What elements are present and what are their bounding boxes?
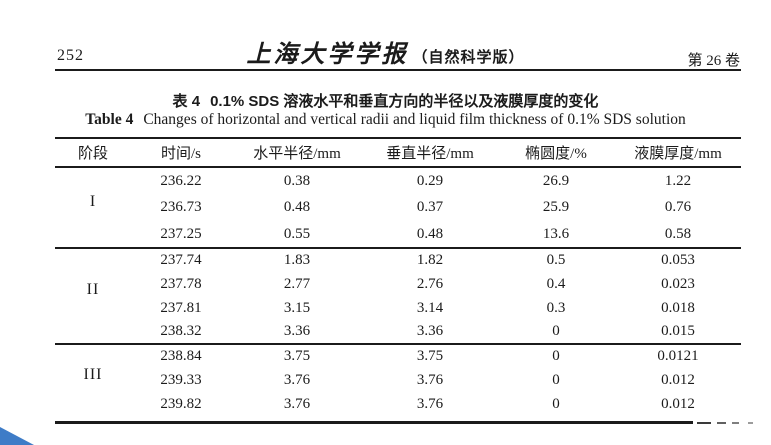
data-cell: 237.25 bbox=[160, 225, 202, 242]
data-cell: 0.48 bbox=[416, 225, 444, 242]
table-header-row: 阶段 时间/s 水平半径/mm 垂直半径/mm 椭圆度/% 液膜厚度/mm bbox=[55, 137, 741, 168]
volume-label: 第 26 卷 bbox=[687, 53, 740, 69]
data-cell: 1.82 bbox=[363, 247, 497, 272]
data-cell: 3.76 bbox=[283, 395, 311, 412]
data-cell: 237.78 bbox=[160, 275, 202, 292]
table-body: I 236.22 0.38 0.29 26.9 1.22 236.73 0.48 0.37 25.… bbox=[55, 167, 741, 416]
data-cell: 26.9 bbox=[542, 172, 570, 189]
data-cell: 0.58 bbox=[664, 225, 692, 242]
stage-cell: III bbox=[55, 343, 131, 416]
data-cell: 0.48 bbox=[283, 199, 311, 215]
data-cell: 238.32 bbox=[160, 323, 202, 339]
data-cell: 1.83 bbox=[231, 247, 363, 272]
data-cell: 0.018 bbox=[661, 299, 695, 316]
data-cell: 0.053 bbox=[615, 247, 741, 272]
data-cell: 237.74 bbox=[131, 247, 231, 272]
data-cell: 239.82 bbox=[160, 395, 202, 412]
data-cell: 0.37 bbox=[416, 199, 444, 215]
column-header-stage: 阶段 bbox=[55, 137, 131, 168]
header-rule bbox=[55, 69, 741, 71]
table-row: 239.82 3.76 3.76 0 0.012 bbox=[55, 392, 741, 416]
scan-dash bbox=[748, 422, 753, 424]
data-cell: 0.015 bbox=[661, 323, 695, 339]
column-header-vertical-radius: 垂直半径/mm bbox=[363, 137, 497, 168]
caption-zh-label: 表 4 bbox=[172, 93, 201, 110]
column-header-time: 时间/s bbox=[131, 137, 231, 168]
scan-dash bbox=[732, 422, 739, 424]
data-cell: 3.14 bbox=[416, 299, 444, 316]
table-row: II 237.74 1.83 1.82 0.5 0.053 bbox=[55, 247, 741, 344]
scan-dash bbox=[697, 422, 711, 424]
data-cell: 237.81 bbox=[160, 299, 202, 316]
data-cell: 3.36 bbox=[416, 323, 444, 339]
data-cell: 236.22 bbox=[160, 172, 202, 189]
table-bottom-rule bbox=[55, 421, 693, 424]
column-header-horizontal-radius: 水平半径/mm bbox=[231, 137, 363, 168]
data-cell: 2.76 bbox=[416, 275, 444, 292]
data-cell: 2.77 bbox=[283, 275, 311, 292]
data-cell: 0 bbox=[552, 395, 560, 412]
journal-subtitle: （自然科学版） bbox=[412, 50, 525, 66]
data-cell: 238.84 bbox=[131, 343, 231, 368]
table-row: 239.33 3.76 3.76 0 0.012 bbox=[55, 368, 741, 392]
data-cell: 0 bbox=[552, 371, 560, 388]
data-cell: 0.012 bbox=[661, 395, 695, 412]
journal-masthead: 上海大学学报 （自然科学版） bbox=[0, 34, 771, 69]
journal-title: 上海大学学报 bbox=[246, 39, 409, 68]
table-caption-zh: 表 4 0.1% SDS 溶液水平和垂直方向的半径以及液膜厚度的变化 bbox=[0, 90, 771, 111]
scan-dash bbox=[717, 422, 726, 424]
column-header-ellipticity: 椭圆度/% bbox=[497, 137, 615, 168]
table-row: III 238.84 3.75 3.75 0 0.0121 bbox=[55, 343, 741, 416]
data-cell: 0.5 bbox=[497, 247, 615, 272]
data-cell: 3.76 bbox=[416, 395, 444, 412]
data-cell: 0 bbox=[497, 343, 615, 368]
data-cell: 0 bbox=[552, 323, 560, 339]
table-row: I 236.22 0.38 0.29 26.9 1.22 bbox=[55, 167, 741, 210]
data-cell: 13.6 bbox=[542, 225, 570, 242]
data-cell: 239.33 bbox=[160, 371, 202, 388]
data-cell: 0.29 bbox=[416, 172, 444, 189]
data-cell: 3.75 bbox=[231, 343, 363, 368]
data-cell: 0.012 bbox=[661, 371, 695, 388]
data-cell: 0.38 bbox=[283, 172, 311, 189]
stage-cell: II bbox=[55, 247, 131, 344]
data-cell: 3.76 bbox=[416, 371, 444, 388]
data-cell: 3.76 bbox=[283, 371, 311, 388]
table-row: 238.32 3.36 3.36 0 0.015 bbox=[55, 320, 741, 344]
table-row: 237.81 3.15 3.14 0.3 0.018 bbox=[55, 296, 741, 320]
data-cell: 1.22 bbox=[664, 172, 692, 189]
data-cell: 0.023 bbox=[661, 275, 695, 292]
data-cell: 3.36 bbox=[283, 323, 311, 339]
table-row: 237.78 2.77 2.76 0.4 0.023 bbox=[55, 272, 741, 296]
table-row: 237.25 0.55 0.48 13.6 0.58 bbox=[55, 221, 741, 248]
data-cell: 0.76 bbox=[664, 199, 692, 215]
column-header-film-thickness: 液膜厚度/mm bbox=[615, 137, 741, 168]
data-cell: 3.75 bbox=[363, 343, 497, 368]
data-cell: 0.55 bbox=[283, 225, 311, 242]
table-caption-en: Table 4 Changes of horizontal and vertica… bbox=[0, 111, 771, 129]
data-cell: 0.0121 bbox=[615, 343, 741, 368]
data-cell: 236.73 bbox=[160, 199, 202, 215]
caption-en-text: Changes of horizontal and vertical radii… bbox=[143, 111, 686, 128]
corner-triangle-artifact bbox=[0, 427, 34, 445]
stage-cell: I bbox=[89, 192, 97, 210]
caption-zh-text: 0.1% SDS 溶液水平和垂直方向的半径以及液膜厚度的变化 bbox=[210, 93, 599, 110]
data-cell: 25.9 bbox=[542, 199, 570, 215]
data-cell: 0.3 bbox=[546, 299, 566, 316]
page-number: 252 bbox=[57, 47, 84, 64]
data-cell: 0.4 bbox=[546, 275, 566, 292]
data-cell: 3.15 bbox=[283, 299, 311, 316]
caption-en-label: Table 4 bbox=[85, 111, 134, 128]
table-row: 236.73 0.48 0.37 25.9 0.76 bbox=[55, 194, 741, 221]
